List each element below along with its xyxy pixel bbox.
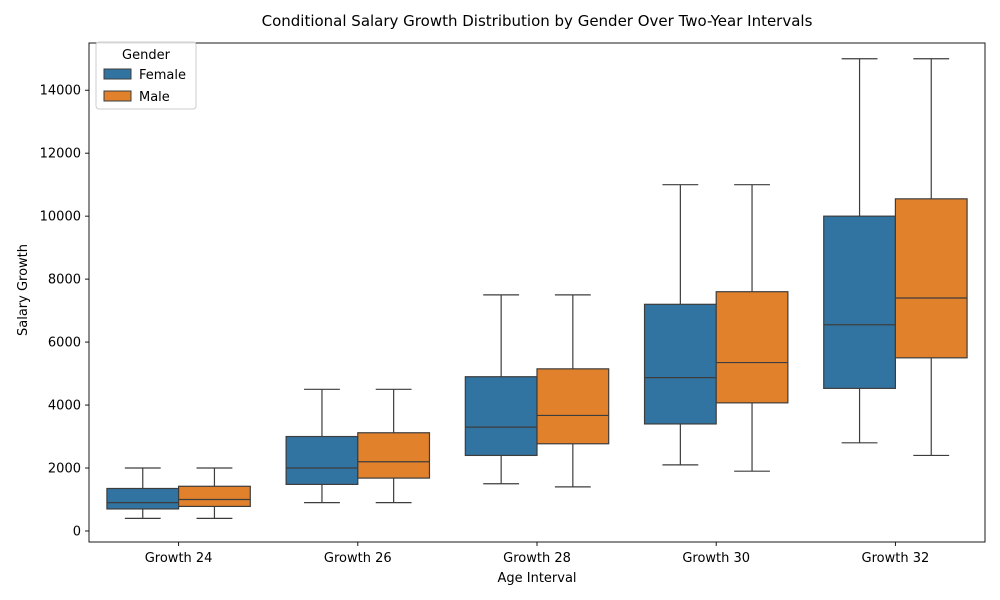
- box-female-5: [823, 58, 896, 444]
- y-tick-label: 6000: [48, 336, 81, 351]
- x-tick-label: Growth 32: [862, 551, 930, 566]
- iqr-box: [178, 485, 251, 508]
- iqr-box: [715, 291, 789, 404]
- box-male-5: [894, 58, 968, 457]
- iqr-box: [894, 198, 968, 359]
- plot-area: [106, 58, 968, 519]
- box-female-2: [285, 388, 359, 504]
- iqr-box: [536, 368, 610, 445]
- y-tick-label: 8000: [48, 273, 81, 288]
- iqr-box: [106, 487, 180, 510]
- y-tick-label: 2000: [48, 462, 81, 477]
- iqr-box: [643, 303, 717, 425]
- box-female-4: [643, 184, 717, 466]
- axes: 0 2000 4000 6000 8000 10000 12000 14000 Growth 2…: [40, 42, 986, 566]
- legend-entry-male: Male: [139, 90, 170, 105]
- y-tick-label: 10000: [40, 210, 81, 225]
- box-male-3: [536, 294, 610, 488]
- legend-swatch-male: [103, 90, 132, 102]
- box-female-3: [464, 294, 538, 485]
- x-axis-label: Age Interval: [497, 571, 576, 586]
- legend-title: Gender: [122, 48, 171, 63]
- y-tick-label: 14000: [40, 84, 81, 99]
- iqr-box: [285, 435, 359, 485]
- box-female-1: [106, 467, 180, 519]
- y-tick-label: 12000: [40, 147, 81, 162]
- iqr-box: [823, 215, 896, 389]
- box-male-4: [715, 184, 789, 472]
- iqr-box: [357, 432, 431, 479]
- x-tick-label: Growth 26: [324, 551, 392, 566]
- y-tick-label: 0: [73, 524, 81, 539]
- x-tick-label: Growth 24: [145, 551, 213, 566]
- legend-entry-female: Female: [139, 68, 186, 83]
- iqr-box: [464, 376, 538, 457]
- legend-swatch-female: [103, 68, 132, 80]
- chart-title: Conditional Salary Growth Distribution b…: [262, 12, 813, 30]
- box-male-1: [178, 467, 251, 519]
- box-male-2: [357, 388, 431, 504]
- x-tick-label: Growth 30: [682, 551, 750, 566]
- x-tick-label: Growth 28: [503, 551, 571, 566]
- y-tick-label: 4000: [48, 399, 81, 414]
- y-axis-label: Salary Growth: [16, 244, 31, 336]
- legend: Gender Female Male: [95, 41, 197, 110]
